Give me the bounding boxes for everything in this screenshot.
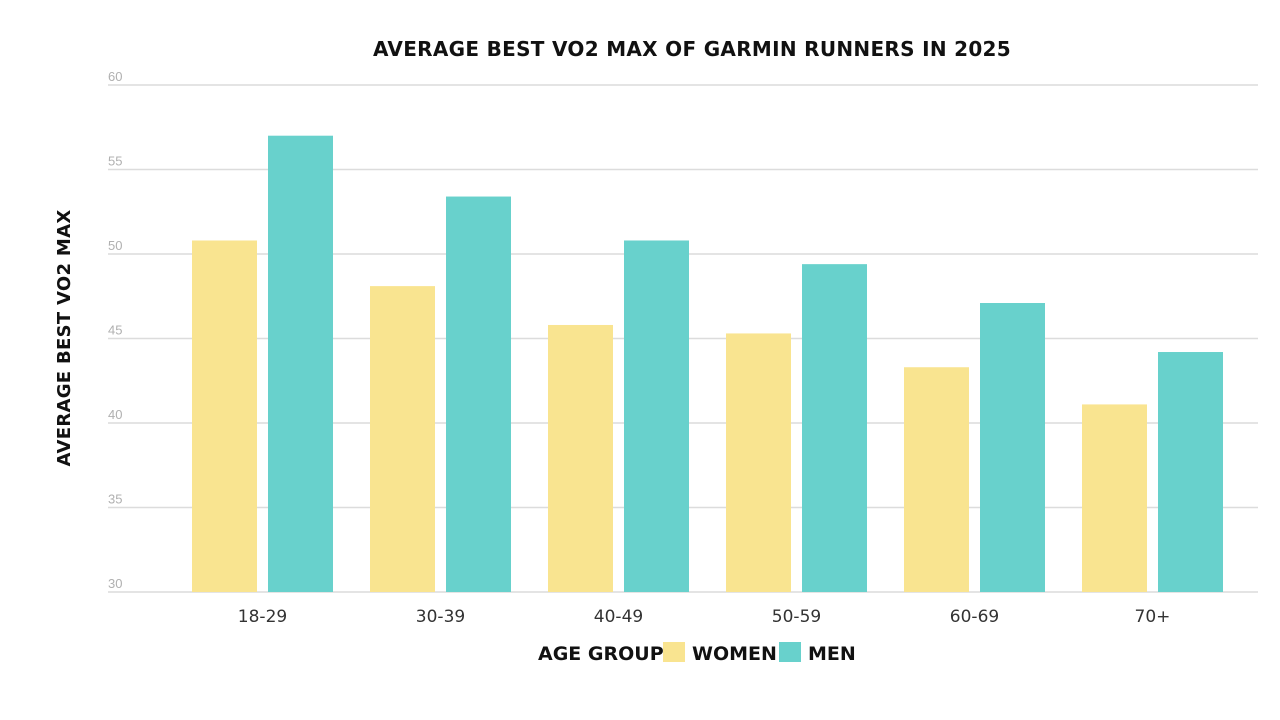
bar-women-40-49 (548, 324, 613, 592)
y-tick-label: 35 (108, 492, 122, 507)
y-tick-label: 60 (108, 69, 122, 84)
legend-swatch-women (663, 642, 685, 662)
bar-women-50-59 (726, 333, 791, 592)
x-tick-label: 40-49 (594, 607, 643, 627)
bar-men-40-49 (624, 240, 689, 593)
y-tick-label: 55 (108, 154, 122, 169)
y-tick-label: 50 (108, 238, 122, 253)
y-tick-labels: 30 35 40 45 50 55 60 (108, 69, 122, 591)
x-tick-label: 30-39 (416, 607, 465, 627)
bar-men-30-39 (446, 196, 511, 593)
bar-women-30-39 (370, 286, 435, 592)
x-tick-label: 18-29 (238, 607, 287, 627)
bar-men-18-29 (268, 135, 333, 592)
x-tick-label: 70+ (1135, 607, 1171, 627)
x-tick-labels: 18-29 30-39 40-49 50-59 60-69 70+ (238, 607, 1171, 627)
bar-men-50-59 (802, 264, 867, 592)
bar-women-70+ (1082, 404, 1147, 592)
y-tick-label: 45 (108, 323, 122, 338)
y-axis-label: AVERAGE BEST VO2 MAX (54, 209, 75, 466)
legend-label-women: WOMEN (692, 643, 777, 665)
legend: AGE GROUP: WOMEN MEN (538, 642, 856, 665)
y-tick-label: 40 (108, 407, 122, 422)
bar-men-60-69 (980, 303, 1045, 592)
legend-label-men: MEN (808, 643, 856, 665)
y-tick-label: 30 (108, 576, 122, 591)
x-tick-label: 50-59 (772, 607, 821, 627)
bar-women-18-29 (192, 240, 257, 593)
bar-women-60-69 (904, 367, 969, 592)
bar-men-70+ (1158, 352, 1223, 592)
bars (192, 135, 1223, 593)
legend-swatch-men (779, 642, 801, 662)
legend-title: AGE GROUP: (538, 643, 671, 665)
x-tick-label: 60-69 (950, 607, 999, 627)
chart-title: AVERAGE BEST VO2 MAX OF GARMIN RUNNERS I… (373, 37, 1011, 61)
